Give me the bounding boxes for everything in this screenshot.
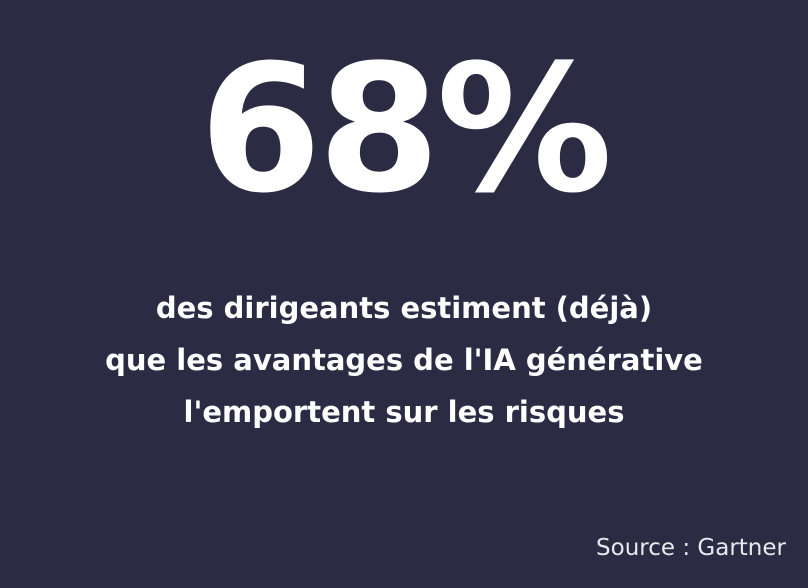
source-credit: Source : Gartner bbox=[596, 535, 786, 561]
stat-description-line-3: l'emportent sur les risques bbox=[183, 395, 625, 429]
stat-description-line-2: que les avantages de l'IA générative bbox=[105, 343, 703, 377]
stat-value: 68% bbox=[199, 27, 612, 232]
stat-description-line-1: des dirigeants estiment (déjà) bbox=[155, 291, 653, 325]
stat-description: des dirigeants estiment (déjà) que les a… bbox=[0, 282, 808, 438]
